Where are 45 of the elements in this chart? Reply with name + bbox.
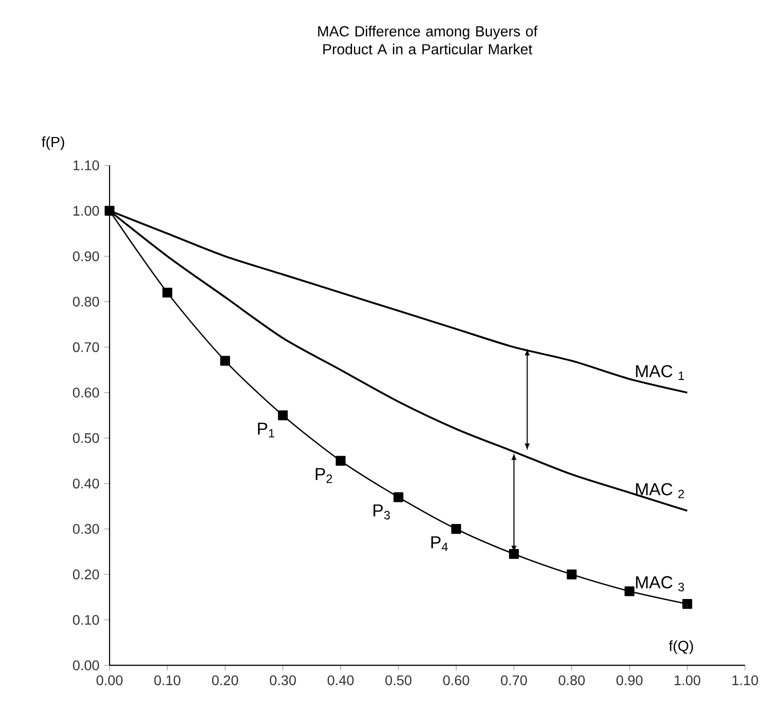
x-tick-label: 0.90 bbox=[616, 675, 642, 686]
y-tick-label: 0.60 bbox=[72, 388, 100, 398]
point bbox=[509, 549, 519, 559]
y-tick-label: 0.90 bbox=[72, 251, 100, 262]
point bbox=[393, 492, 404, 502]
y-tick-label: 0.40 bbox=[72, 478, 100, 489]
y-tick-label: 1.10 bbox=[73, 160, 100, 170]
annotation: P$_{2}$ bbox=[316, 468, 332, 484]
annotation: P$_{3}$ bbox=[374, 504, 390, 520]
x-tick-label: 0.10 bbox=[154, 675, 180, 686]
y-tick-label: 0.20 bbox=[72, 570, 100, 580]
y-tick-label: 0.50 bbox=[72, 433, 100, 444]
point bbox=[451, 524, 462, 534]
x-tick-label: 0.60 bbox=[443, 675, 470, 686]
point bbox=[624, 586, 634, 596]
point bbox=[220, 356, 230, 366]
series-label: MAC $_{2}$ bbox=[636, 483, 684, 498]
x-tick-label: 1.00 bbox=[674, 675, 700, 686]
x-axis-title: f(Q) bbox=[668, 640, 693, 654]
point bbox=[278, 410, 288, 420]
x-tick-label: 0.20 bbox=[212, 675, 238, 686]
y-tick-label: 0.80 bbox=[72, 296, 100, 307]
point bbox=[336, 456, 346, 466]
annotation: P$_{4}$ bbox=[431, 536, 448, 552]
annotation: P$_{1}$ bbox=[258, 422, 274, 438]
point bbox=[566, 570, 577, 580]
y-axis-title: f(P) bbox=[42, 136, 64, 150]
x-tick-label: 0.80 bbox=[558, 675, 585, 686]
y-tick-label: 0.70 bbox=[72, 342, 100, 352]
y-tick-label: 0.30 bbox=[72, 524, 100, 534]
x-tick-label: 0.70 bbox=[500, 675, 527, 686]
x-tick-label: 0.00 bbox=[96, 675, 123, 686]
series-label: MAC $_{3}$ bbox=[636, 576, 684, 592]
y-tick-label: 0.00 bbox=[72, 660, 100, 670]
x-tick-label: 0.40 bbox=[328, 675, 354, 686]
y-tick-label: 0.10 bbox=[72, 615, 100, 625]
point bbox=[104, 206, 114, 216]
x-tick-label: 1.10 bbox=[732, 675, 758, 686]
series-label: MAC $_{1}$ bbox=[636, 365, 684, 380]
x-tick-label: 0.30 bbox=[270, 675, 296, 686]
point bbox=[682, 599, 692, 609]
y-tick-label: 1.00 bbox=[73, 206, 100, 216]
point bbox=[162, 288, 172, 298]
chart-title: MAC Difference among Buyers of Product A in a Particular Market bbox=[318, 26, 538, 54]
x-tick-label: 0.50 bbox=[385, 675, 412, 686]
